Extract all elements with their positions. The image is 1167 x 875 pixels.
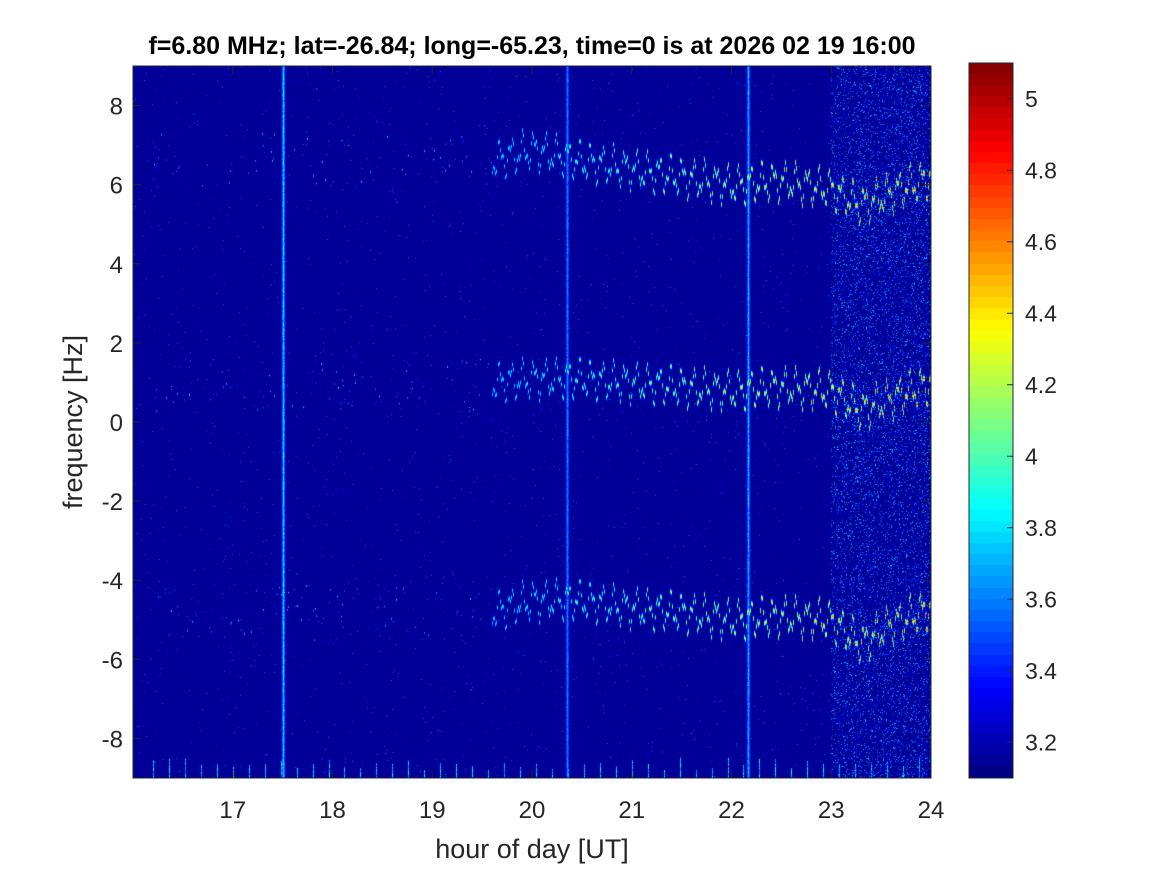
colorbar: 5 4.8 4.6 4.4 4.2 4 3.8 3.6 3.4 3.2 (968, 62, 1057, 779)
x-axis-label: hour of day [UT] (435, 834, 629, 864)
x-axis: 17 18 19 20 21 22 23 24 (219, 66, 944, 824)
colorbar-tick-label: 3.4 (1025, 658, 1057, 684)
x-tick-label: 21 (618, 797, 645, 824)
y-tick-label: 4 (110, 252, 123, 279)
x-tick-label: 19 (419, 797, 446, 824)
y-tick-label: 2 (110, 331, 123, 358)
colorbar-tick-label: 4.8 (1025, 157, 1057, 183)
colorbar-tick-label: 3.8 (1025, 515, 1057, 541)
colorbar-axis: 5 4.8 4.6 4.4 4.2 4 3.8 3.6 3.4 3.2 (1007, 86, 1057, 755)
colorbar-tick-label: 4.6 (1025, 229, 1057, 255)
colorbar-tick-label: 3.2 (1025, 729, 1057, 755)
colorbar-frame (968, 62, 1014, 779)
y-tick-label: -8 (102, 726, 123, 753)
colorbar-tick-label: 4.2 (1025, 372, 1057, 398)
y-tick-label: 0 (110, 410, 123, 437)
spectrogram-heatmap (133, 66, 931, 778)
x-tick-label: 20 (519, 797, 546, 824)
chart-title: f=6.80 MHz; lat=-26.84; long=-65.23, tim… (148, 32, 915, 60)
x-tick-label: 24 (918, 797, 945, 824)
y-axis-label: frequency [Hz] (58, 335, 88, 509)
colorbar-tick-label: 5 (1025, 86, 1038, 112)
plot-title: f=6.80 MHz; lat=-26.84; long=-65.23, tim… (148, 32, 915, 60)
colorbar-tick-label: 3.6 (1025, 586, 1057, 612)
y-tick-label: 6 (110, 173, 123, 200)
x-tick-label: 23 (818, 797, 845, 824)
y-axis: 8 6 4 2 0 -2 -4 -6 -8 (102, 94, 931, 753)
colorbar-gradient (969, 63, 1013, 778)
y-tick-label: 8 (110, 94, 123, 121)
x-tick-label: 22 (718, 797, 745, 824)
y-tick-label: -6 (102, 647, 123, 674)
x-tick-label: 17 (219, 797, 246, 824)
colorbar-tick-label: 4 (1025, 443, 1038, 469)
x-tick-label: 18 (319, 797, 346, 824)
y-tick-label: -4 (102, 568, 123, 595)
y-tick-label: -2 (102, 489, 123, 516)
colorbar-tick-label: 4.4 (1025, 300, 1057, 326)
